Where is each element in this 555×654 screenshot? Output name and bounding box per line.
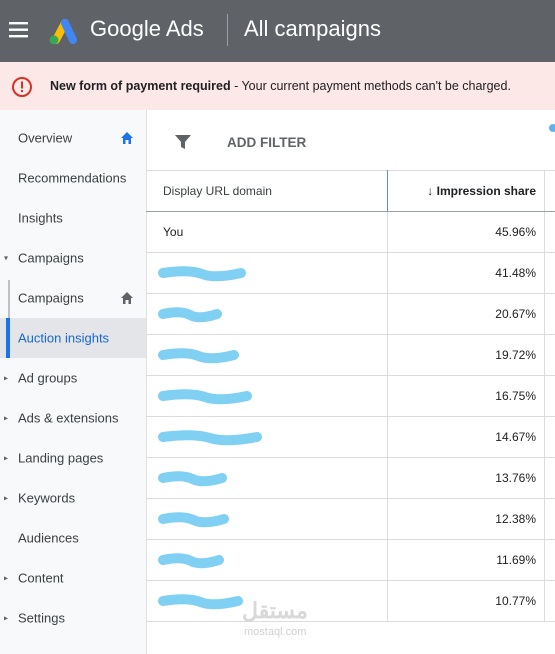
- row-divider: [146, 498, 555, 499]
- sort-divider: [387, 170, 388, 212]
- tree-line: [8, 280, 10, 318]
- alert-title: New form of payment required: [50, 79, 231, 93]
- nav-item[interactable]: Campaigns: [18, 290, 84, 306]
- row-divider: [146, 375, 555, 376]
- google-ads-logo: [49, 19, 77, 45]
- nav-item[interactable]: Ad groups: [18, 370, 78, 386]
- row-divider: [146, 293, 555, 294]
- domain-cell: You: [163, 225, 184, 239]
- active-indicator: [6, 318, 10, 358]
- home-icon: [121, 132, 133, 144]
- row-divider: [146, 416, 555, 417]
- nav-item[interactable]: Settings: [18, 610, 65, 626]
- nav-item[interactable]: Content: [18, 570, 64, 586]
- row-divider: [146, 580, 555, 581]
- row-divider: [146, 539, 555, 540]
- active-nav-bg: [0, 318, 146, 358]
- column-divider: [387, 170, 388, 622]
- nav-item[interactable]: Recommendations: [18, 170, 127, 186]
- expand-arrow[interactable]: ▸: [4, 573, 9, 583]
- dot: [549, 124, 555, 132]
- filter-icon[interactable]: [174, 133, 192, 151]
- home-icon: [121, 292, 133, 304]
- expand-arrow[interactable]: ▸: [4, 613, 9, 623]
- redacted-domain: [158, 266, 246, 282]
- redacted-domain: [158, 430, 262, 446]
- nav-item[interactable]: Campaigns: [18, 250, 84, 266]
- expand-arrow[interactable]: ▸: [4, 373, 9, 383]
- nav-item[interactable]: Overview: [18, 130, 73, 146]
- menu-button[interactable]: [8, 20, 30, 40]
- row-divider: [146, 457, 555, 458]
- redacted-domain: [158, 594, 243, 610]
- expand-arrow[interactable]: ▸: [4, 453, 9, 463]
- impression-share-cell: 13.76%: [495, 471, 536, 485]
- redacted-domain: [158, 307, 222, 323]
- column-header[interactable]: Display URL domain: [163, 184, 272, 198]
- payment-alert: New form of payment required - Your curr…: [0, 62, 555, 110]
- row-divider: [146, 621, 555, 622]
- redacted-domain: [158, 389, 252, 405]
- impression-share-cell: 19.72%: [495, 348, 536, 362]
- impression-share-cell: 45.96%: [495, 225, 536, 239]
- nav-item[interactable]: Landing pages: [18, 450, 104, 466]
- alert-message: - Your current payment methods can't be …: [230, 79, 511, 93]
- impression-share-cell: 16.75%: [495, 389, 536, 403]
- divider: [227, 14, 228, 46]
- app-header: Google Ads All campaigns: [0, 0, 555, 62]
- page-title: All campaigns: [244, 16, 381, 41]
- redacted-domain: [158, 512, 229, 528]
- redacted-domain: [158, 348, 239, 364]
- impression-share-cell: 41.48%: [495, 266, 536, 280]
- row-divider: [146, 334, 555, 335]
- nav-item[interactable]: Ads & extensions: [18, 410, 119, 426]
- column-header[interactable]: ↓ Impression share: [427, 184, 536, 198]
- expand-arrow[interactable]: ▸: [4, 493, 9, 503]
- redacted-domain: [158, 471, 227, 487]
- column-divider: [544, 170, 545, 622]
- nav-item[interactable]: Keywords: [18, 490, 76, 506]
- expand-arrow[interactable]: ▾: [4, 253, 9, 263]
- alert-icon: [12, 77, 32, 97]
- watermark: mostaql.com: [244, 626, 307, 638]
- nav-item[interactable]: Audiences: [18, 530, 79, 546]
- impression-share-cell: 12.38%: [495, 512, 536, 526]
- impression-share-cell: 10.77%: [495, 594, 536, 608]
- sidebar: [0, 110, 147, 654]
- impression-share-cell: 11.69%: [496, 553, 536, 567]
- impression-share-cell: 20.67%: [495, 307, 536, 321]
- nav-item[interactable]: Auction insights: [18, 330, 110, 346]
- expand-arrow[interactable]: ▸: [4, 413, 9, 423]
- row-divider: [146, 252, 555, 253]
- redacted-domain: [158, 553, 224, 569]
- nav-item[interactable]: Insights: [18, 210, 63, 226]
- column-header-text: Impression share: [436, 184, 536, 198]
- product-name: Google Ads: [90, 16, 204, 41]
- add-filter-button[interactable]: ADD FILTER: [227, 135, 307, 150]
- watermark: مستقل: [242, 598, 308, 623]
- impression-share-cell: 14.67%: [495, 430, 536, 444]
